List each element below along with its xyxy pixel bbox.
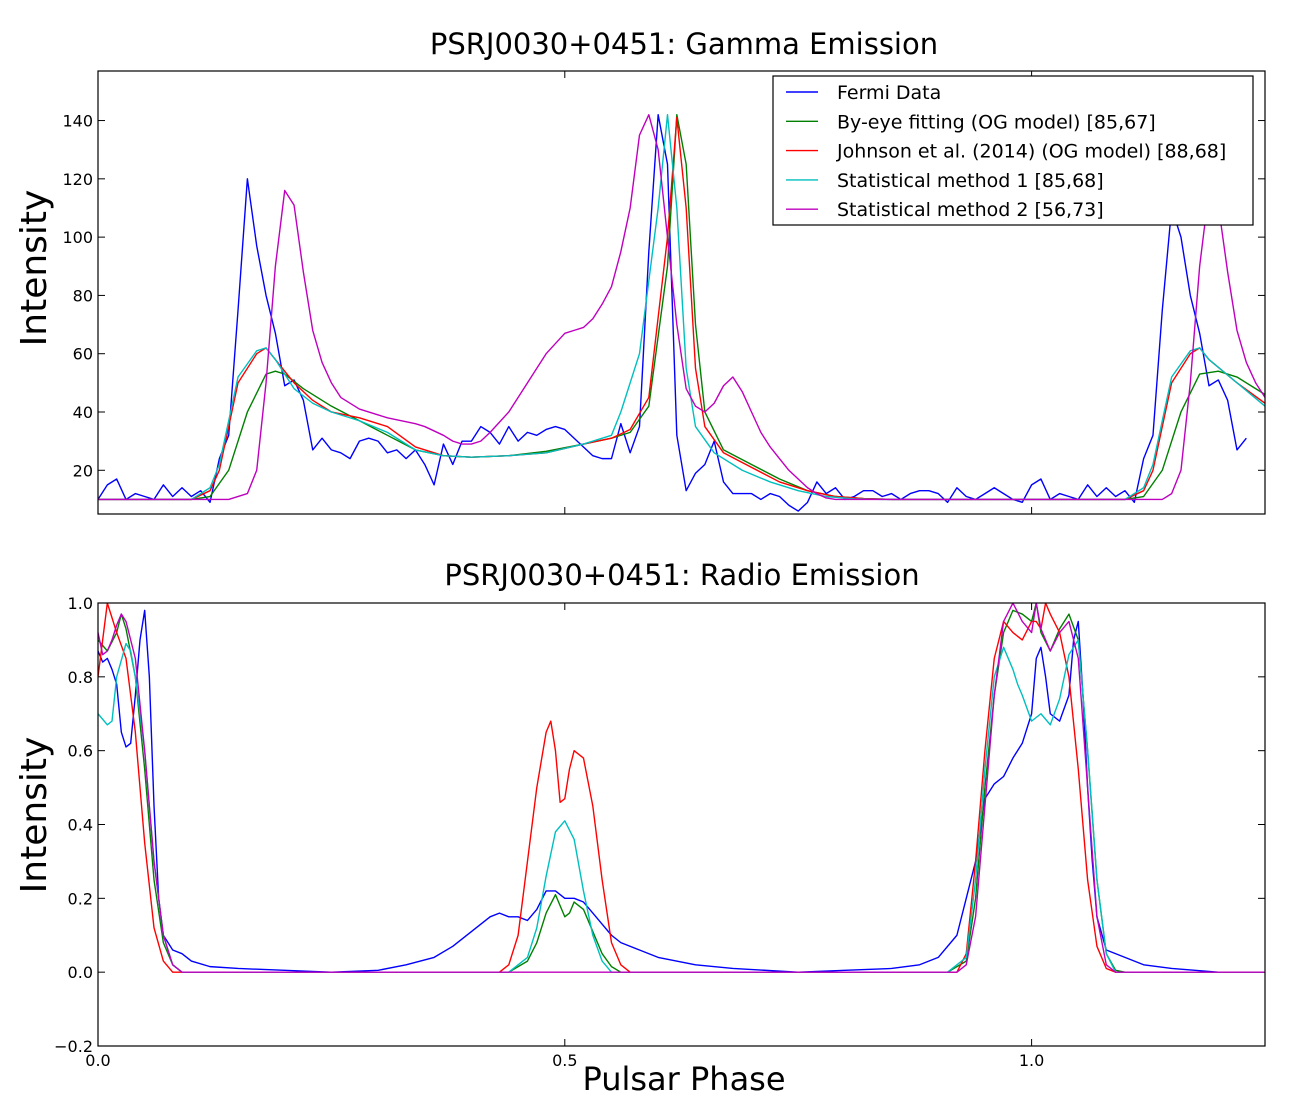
radio-y-tick-label: 0.4 bbox=[68, 816, 93, 835]
gamma-y-tick-label: 140 bbox=[62, 112, 93, 131]
gamma-y-tick-label: 20 bbox=[73, 461, 93, 480]
legend-entry-label: Fermi Data bbox=[837, 82, 941, 104]
gamma-series-by-eye-fitting-og-model-85-67 bbox=[98, 114, 1265, 501]
gamma-series-group bbox=[98, 114, 1265, 512]
radio-y-tick-label: 1.0 bbox=[68, 594, 93, 613]
radio-axes-frame bbox=[97, 602, 1266, 1047]
radio-y-tick-label: −0.2 bbox=[54, 1037, 93, 1056]
legend-box bbox=[772, 75, 1254, 226]
gamma-y-tick-labels: 20 40 60 80 100 120 140 bbox=[62, 112, 93, 481]
radio-x-tick-label: 1.0 bbox=[1019, 1051, 1044, 1070]
gamma-y-axis-label: Intensity bbox=[14, 190, 55, 347]
radio-series-johnson-et-al-2014-og-model-88-68 bbox=[98, 603, 1265, 973]
radio-chart-title: PSRJ0030+0451: Radio Emission bbox=[444, 558, 919, 592]
radio-series-fermi-data bbox=[98, 609, 1265, 973]
legend-entry-label: By-eye fitting (OG model) [85,67] bbox=[837, 111, 1156, 133]
legend-entries: Fermi Data By-eye fitting (OG model) [85,… bbox=[786, 82, 1226, 221]
radio-x-tick-label: 0.5 bbox=[552, 1051, 577, 1070]
legend-entry-label: Statistical method 2 [56,73] bbox=[837, 199, 1104, 221]
gamma-y-tick-label: 100 bbox=[62, 228, 93, 247]
radio-y-tick-labels: −0.2 0.0 0.2 0.4 0.6 0.8 1.0 bbox=[54, 594, 93, 1056]
radio-y-tick-label: 0.0 bbox=[68, 963, 93, 982]
legend: Fermi Data By-eye fitting (OG model) [85,… bbox=[772, 75, 1254, 226]
gamma-y-tick-label: 40 bbox=[73, 403, 93, 422]
radio-y-axis-label: Intensity bbox=[14, 737, 55, 894]
gamma-axes-frame bbox=[97, 70, 1266, 515]
radio-series-group bbox=[98, 603, 1265, 973]
radio-y-tick-label: 0.2 bbox=[68, 889, 93, 908]
radio-x-tick-labels: 0.0 0.5 1.0 bbox=[85, 1051, 1044, 1070]
legend-entry-label: Statistical method 1 [85,68] bbox=[837, 170, 1104, 192]
radio-series-statistical-method-2-56-73 bbox=[98, 603, 1265, 973]
gamma-series-fermi-data bbox=[98, 114, 1247, 512]
radio-series-by-eye-fitting-og-model-85-67 bbox=[98, 603, 1265, 973]
gamma-y-tick-label: 60 bbox=[73, 345, 93, 364]
gamma-series-statistical-method-2-56-73 bbox=[98, 114, 1265, 501]
gamma-panel: PSRJ0030+0451: Gamma Emission Intensity … bbox=[14, 27, 1266, 515]
legend-entry-label: Johnson et al. (2014) (OG model) [88,68] bbox=[836, 141, 1226, 163]
x-axis-label: Pulsar Phase bbox=[582, 1060, 785, 1098]
radio-panel: PSRJ0030+0451: Radio Emission Intensity … bbox=[14, 558, 1266, 1098]
gamma-y-tick-label: 80 bbox=[73, 286, 93, 305]
gamma-y-tick-label: 120 bbox=[62, 170, 93, 189]
radio-x-tick-label: 0.0 bbox=[85, 1051, 110, 1070]
radio-y-tick-label: 0.6 bbox=[68, 742, 93, 761]
radio-y-tick-label: 0.8 bbox=[68, 668, 93, 687]
gamma-series-statistical-method-1-85-68 bbox=[98, 114, 1265, 501]
gamma-chart-title: PSRJ0030+0451: Gamma Emission bbox=[430, 27, 938, 61]
